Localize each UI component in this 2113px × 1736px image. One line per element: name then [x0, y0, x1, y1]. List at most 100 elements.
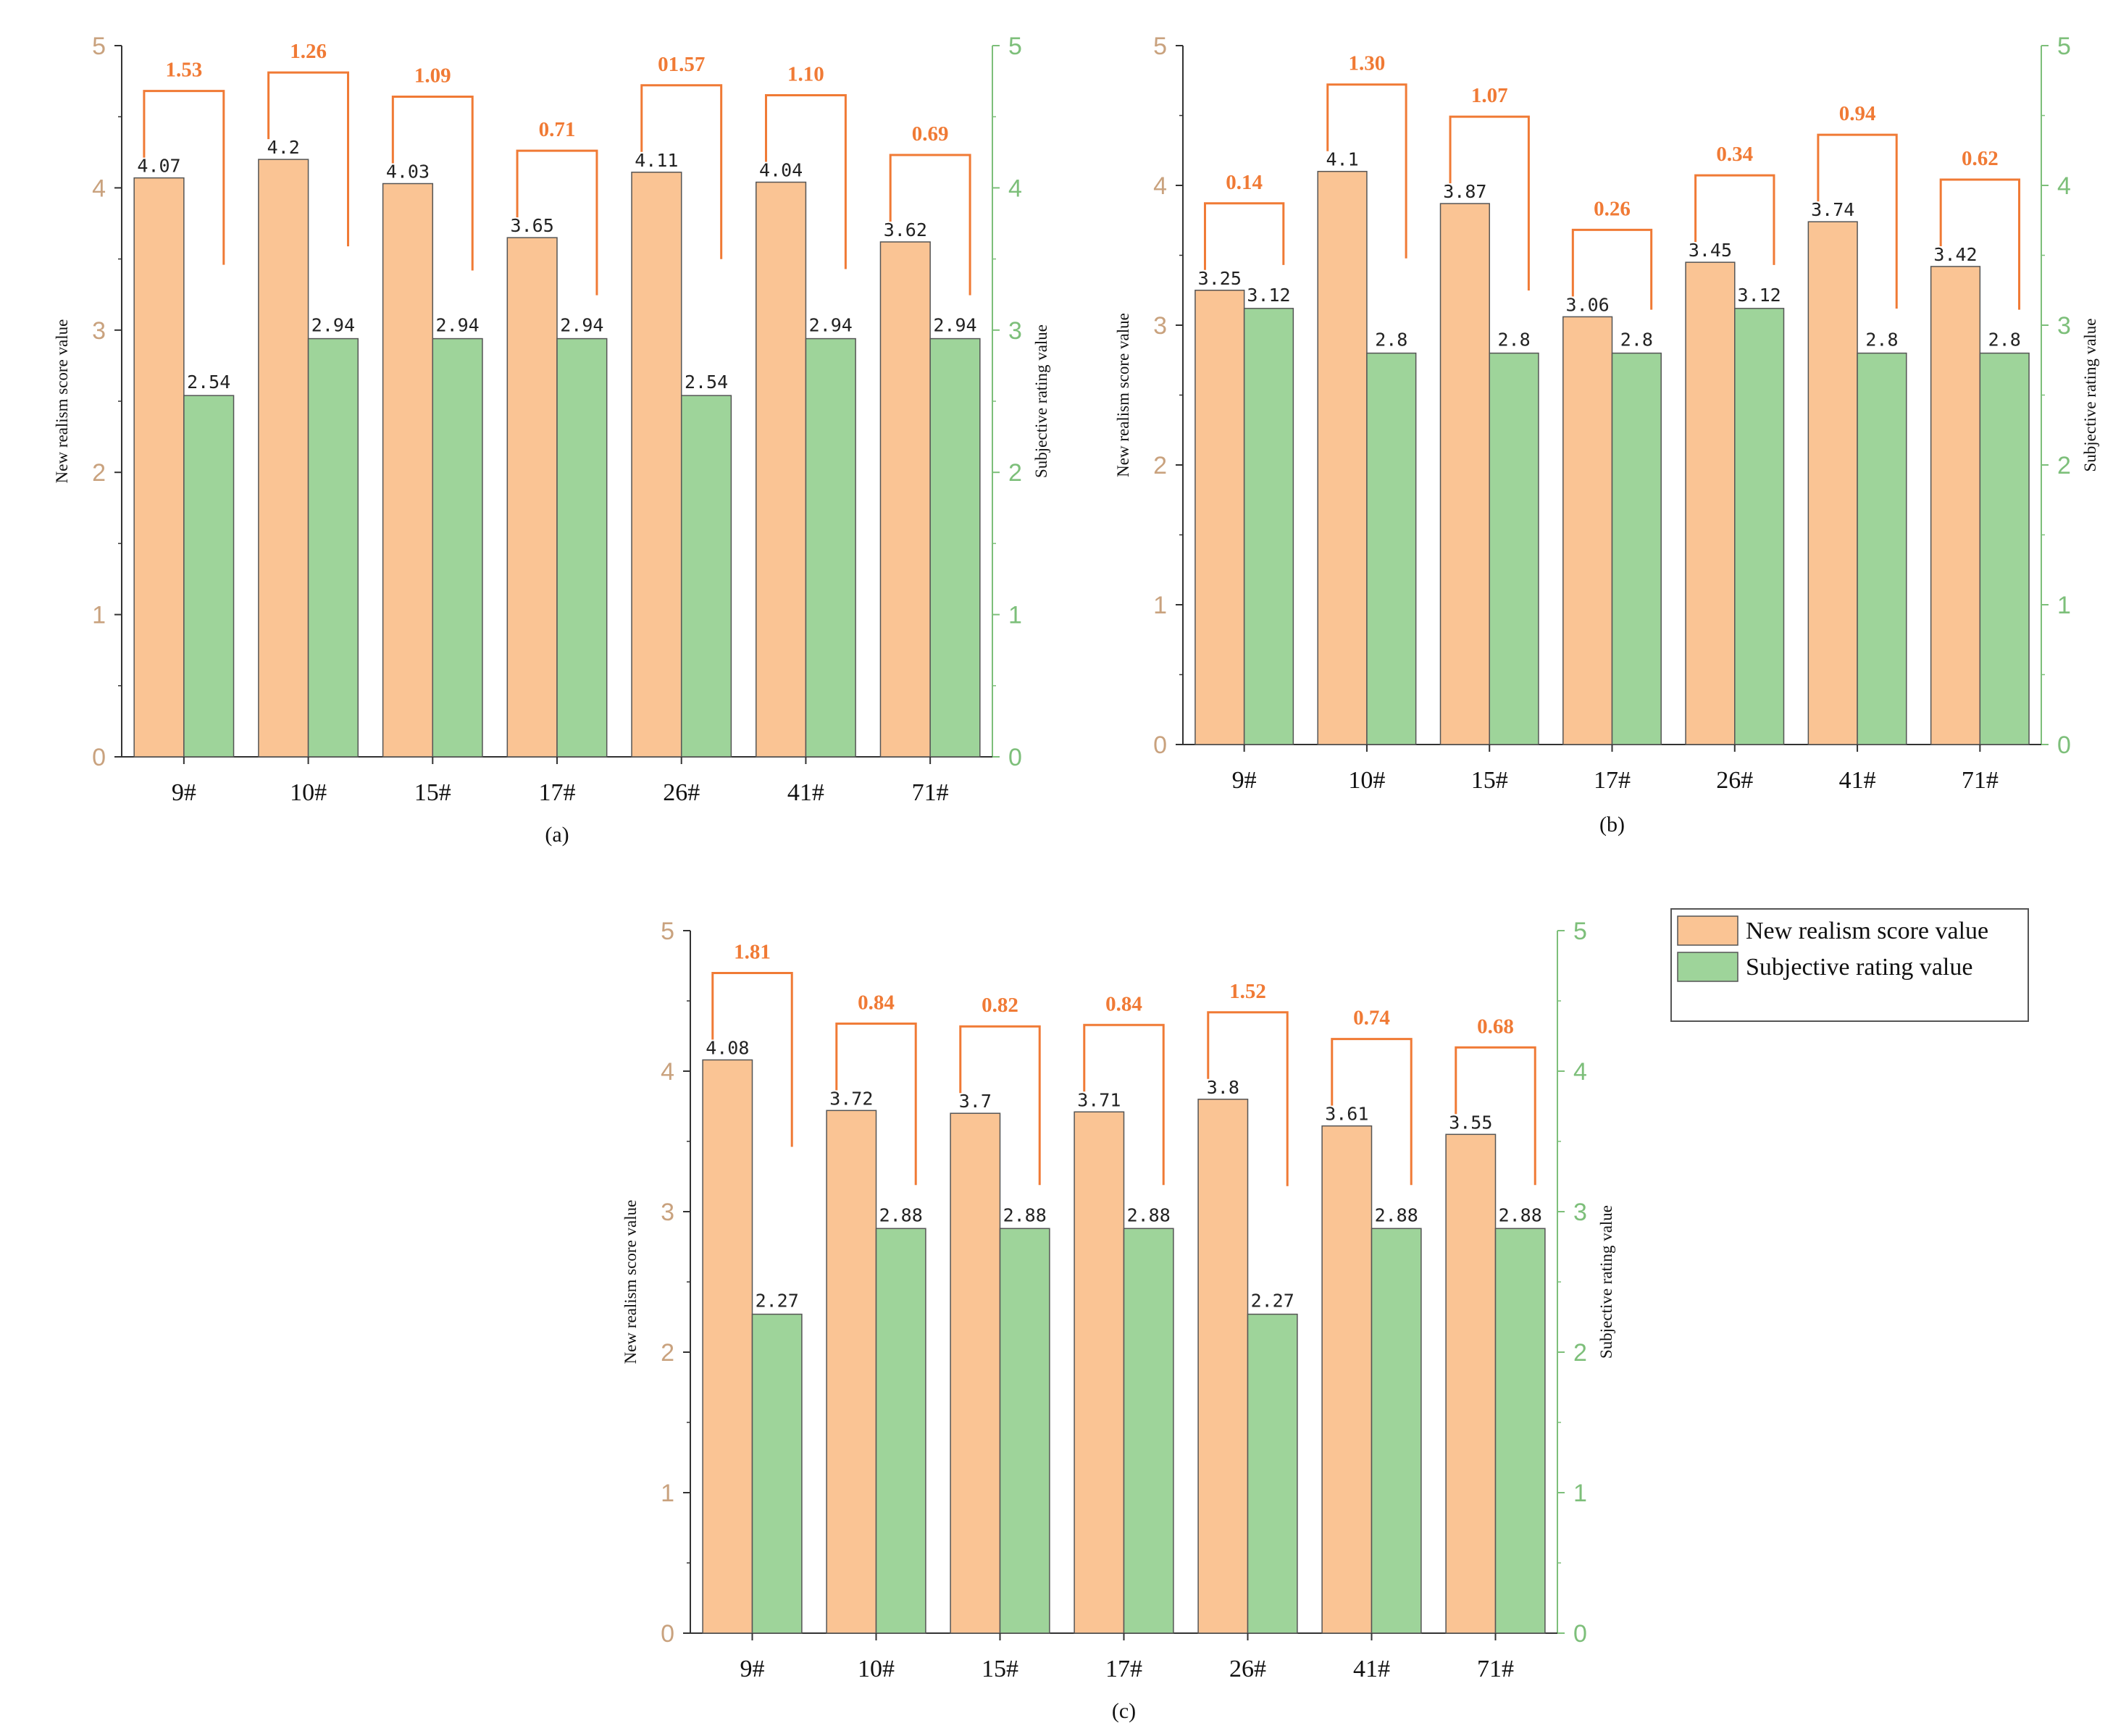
bar-subjective [999, 1228, 1050, 1634]
difference-label: 0.68 [1477, 1015, 1514, 1038]
category-label: 17# [1105, 1656, 1142, 1682]
difference-bracket [1326, 83, 1407, 259]
bar-value-label: 2.54 [685, 372, 728, 393]
bar-realism [1807, 221, 1858, 745]
right-tick-label: 3 [2057, 312, 2071, 340]
left-tick-label: 1 [661, 1480, 674, 1507]
bar-value-label: 3.65 [511, 215, 554, 236]
difference-bracket [391, 96, 474, 271]
chart-caption: (c) [1112, 1699, 1136, 1723]
left-tick-label: 5 [661, 918, 674, 945]
bar-subjective [805, 337, 856, 758]
category-label: 15# [982, 1656, 1018, 1682]
bar-value-label: 4.08 [706, 1037, 749, 1058]
chart-caption: (a) [545, 823, 569, 847]
bar-realism [826, 1110, 877, 1634]
category-label: 26# [1229, 1656, 1266, 1682]
right-axis-title: Subjective rating value [2081, 318, 2099, 471]
left-tick-label: 4 [92, 175, 106, 202]
difference-label: 01.57 [658, 53, 705, 76]
difference-bracket [1203, 202, 1285, 270]
difference-label: 1.10 [787, 63, 824, 86]
bar-subjective [1857, 352, 1907, 745]
bar-realism [1445, 1133, 1497, 1634]
bar-value-label: 2.94 [933, 315, 976, 336]
right-tick-label: 0 [1008, 744, 1022, 771]
bar-realism [382, 183, 434, 758]
left-tick-label: 2 [1153, 452, 1167, 479]
legend-label-subjective: Subjective rating value [1746, 954, 1972, 981]
bar-realism [1197, 1099, 1249, 1634]
bar-value-label: 2.88 [1003, 1204, 1047, 1225]
bar-subjective [1494, 1228, 1546, 1634]
bar-value-label: 2.8 [1988, 330, 2021, 351]
right-axis-title: Subjective rating value [1597, 1205, 1615, 1359]
bar-value-label: 2.8 [1865, 330, 1898, 351]
bar-value-label: 3.42 [1933, 244, 1977, 265]
difference-label: 1.30 [1349, 52, 1386, 75]
difference-bracket [1455, 1046, 1536, 1186]
bar-value-label: 2.8 [1497, 330, 1530, 351]
difference-bracket [1817, 133, 1898, 309]
bar-value-label: 3.74 [1811, 199, 1854, 220]
bar-realism [879, 241, 931, 758]
difference-bracket [1083, 1023, 1165, 1186]
difference-label: 0.71 [539, 118, 576, 141]
category-label: 26# [663, 779, 700, 806]
bar-value-label: 2.27 [756, 1291, 799, 1312]
right-tick-label: 4 [2057, 172, 2071, 200]
bar-realism [1194, 290, 1245, 745]
bar-value-label: 3.87 [1443, 181, 1486, 202]
difference-label: 0.74 [1353, 1007, 1390, 1030]
bar-value-label: 3.06 [1566, 294, 1610, 315]
category-label: 41# [1839, 767, 1876, 794]
left-tick-label: 0 [661, 1620, 674, 1648]
bar-subjective [751, 1313, 803, 1634]
left-tick-label: 4 [1153, 172, 1167, 200]
bar-subjective [1611, 352, 1662, 745]
bar-subjective [1366, 352, 1417, 745]
difference-label: 0.14 [1226, 171, 1263, 194]
difference-label: 0.34 [1716, 143, 1753, 166]
bar-realism [1321, 1125, 1373, 1634]
right-tick-label: 0 [1573, 1620, 1587, 1648]
bar-realism [631, 172, 682, 758]
bar-realism [133, 177, 185, 758]
bar-value-label: 2.88 [879, 1204, 923, 1225]
right-tick-label: 5 [1008, 33, 1022, 60]
chart-c: 0 0 1 1 2 2 3 3 4 4 5 5 New realism score value Subje… [622, 918, 1615, 1723]
left-tick-label: 0 [1153, 731, 1167, 759]
bar-value-label: 2.88 [1375, 1204, 1418, 1225]
bar-value-label: 2.94 [436, 315, 480, 336]
left-tick-label: 1 [1153, 592, 1167, 619]
category-label: 17# [539, 779, 576, 806]
difference-label: 1.53 [165, 59, 202, 82]
left-axis-title: New realism score value [53, 319, 71, 484]
right-tick-label: 3 [1008, 317, 1022, 345]
bar-realism [1562, 316, 1613, 745]
chart-a: 0 0 1 1 2 2 3 3 4 4 5 5 New realism score value Subje… [53, 33, 1050, 847]
bar-value-label: 4.04 [759, 160, 803, 181]
bar-realism [950, 1112, 1001, 1634]
left-tick-label: 2 [661, 1339, 674, 1367]
right-tick-label: 4 [1573, 1058, 1587, 1086]
difference-label: 1.07 [1471, 84, 1508, 107]
left-tick-label: 2 [92, 459, 106, 487]
bar-value-label: 3.61 [1325, 1104, 1368, 1125]
right-tick-label: 1 [1573, 1480, 1587, 1507]
left-axis-title: New realism score value [1114, 313, 1132, 477]
bar-value-label: 3.62 [884, 219, 927, 240]
bar-subjective [1243, 308, 1294, 745]
bar-subjective [929, 337, 981, 758]
difference-bracket [1449, 115, 1530, 291]
legend-swatch-realism [1677, 915, 1738, 946]
difference-label: 0.82 [982, 994, 1018, 1017]
right-tick-label: 5 [1573, 918, 1587, 945]
bar-value-label: 2.94 [560, 315, 603, 336]
bar-value-label: 3.55 [1449, 1112, 1492, 1133]
bar-realism [1685, 261, 1736, 745]
chart-b: 0 0 1 1 2 2 3 3 4 4 5 5 New realism score value Subje… [1114, 33, 2099, 836]
bar-value-label: 2.94 [809, 315, 853, 336]
difference-bracket [1331, 1038, 1413, 1186]
